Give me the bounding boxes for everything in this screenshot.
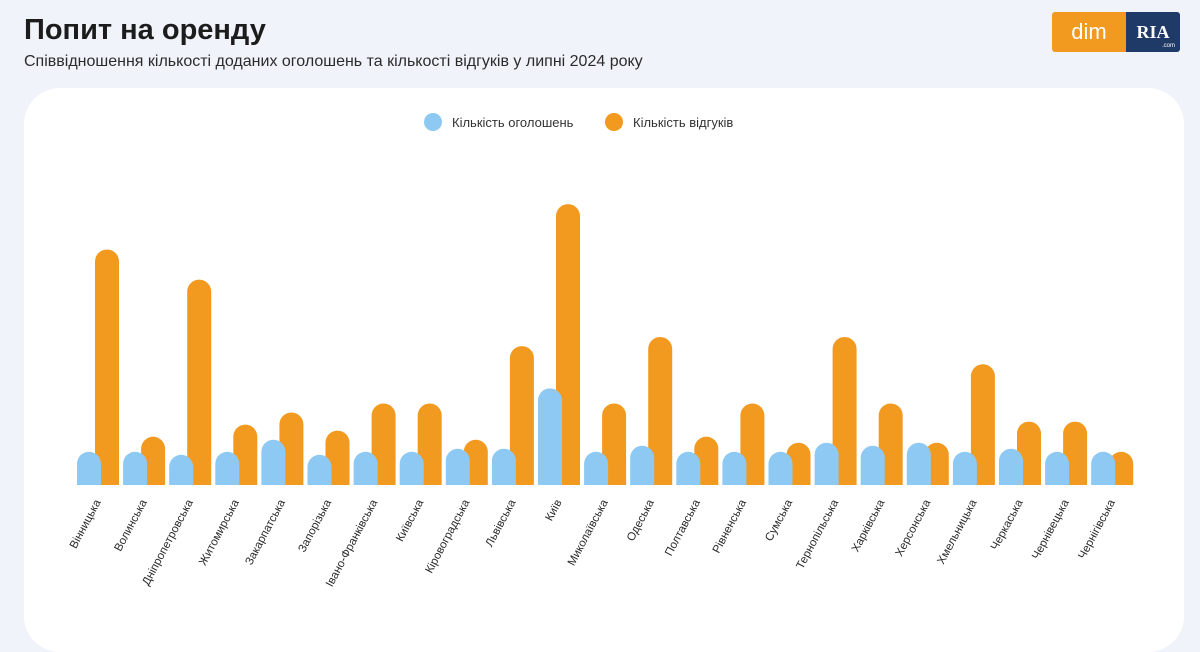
legend-label: Кількість відгуків [633, 115, 733, 130]
bar-listings [491, 448, 516, 485]
x-tick-label: Дніпропетровська [140, 497, 196, 587]
page-title: Попит на оренду [24, 14, 266, 46]
bar-listings [399, 451, 424, 485]
logo-ria: RIA .com [1126, 12, 1180, 52]
bar-responses [970, 364, 995, 485]
legend: Кількість оголошень Кількість відгуків [424, 113, 733, 131]
bar-listings [630, 445, 655, 485]
bar-listings [999, 448, 1023, 485]
bar-responses [648, 337, 673, 485]
bar-listings [1091, 451, 1116, 485]
bar-listings [169, 454, 194, 485]
bar-listings [538, 388, 562, 485]
bar-listings [676, 451, 701, 485]
x-tick-label: Миколаївська [566, 497, 611, 568]
logo-ria-text: RIA [1136, 21, 1170, 42]
legend-item: Кількість оголошень [424, 113, 574, 131]
x-tick-label: Харківська [850, 497, 888, 554]
x-tick-label: Рівненська [711, 497, 750, 555]
bars [77, 204, 1134, 485]
bar-listings [860, 445, 885, 485]
logo-dim: dim [1052, 12, 1126, 52]
x-tick-label: Волинська [113, 497, 151, 553]
x-tick-label: Хмельницька [935, 497, 979, 566]
x-tick-label: Черкаська [989, 497, 1026, 552]
bar-listings [77, 451, 101, 485]
x-tick-label: Чернівецька [1030, 497, 1072, 561]
brand-logo: dim RIA .com [1052, 12, 1180, 52]
bar-listings [768, 451, 793, 485]
x-tick-label: Вінницька [68, 497, 104, 551]
x-tick-label: Івано-Франківська [324, 497, 380, 589]
bar-listings [906, 442, 931, 485]
logo-ria-sub: .com [1161, 43, 1175, 49]
bar-listings [814, 442, 839, 485]
x-tick-label: Київ [544, 498, 565, 523]
x-tick-label: Тернопільська [795, 497, 842, 571]
x-tick-label: Київська [394, 497, 426, 544]
x-tick-label: Чернігівська [1076, 497, 1118, 561]
bar-listings [123, 451, 148, 485]
x-tick-label: Житомирська [197, 497, 242, 567]
x-tick-label: Львівська [484, 497, 519, 549]
bar-listings [215, 451, 240, 485]
legend-swatch [424, 113, 442, 131]
bar-responses [95, 249, 119, 485]
x-tick-label: Сумська [763, 497, 795, 543]
legend-item: Кількість відгуків [605, 113, 733, 131]
x-tick-label: Запорізька [296, 497, 334, 554]
x-tick-label: Кіровоградська [424, 497, 473, 575]
x-tick-label: Закарпатська [243, 497, 288, 567]
legend-label: Кількість оголошень [452, 115, 574, 130]
bar-listings [445, 448, 470, 485]
x-tick-label: Одеська [625, 497, 657, 543]
bar-listings [353, 451, 378, 485]
page-subtitle: Співвідношення кількості доданих оголоше… [24, 53, 643, 70]
bar-listings [584, 451, 609, 485]
bar-listings [722, 451, 747, 485]
legend-swatch [605, 113, 623, 131]
bar-listings [952, 451, 977, 485]
bar-responses [832, 337, 857, 485]
bar-responses [187, 279, 212, 485]
bar-listings [261, 439, 286, 485]
bar-listings [1045, 451, 1070, 485]
x-tick-label: Полтавська [663, 497, 703, 558]
bar-responses [509, 346, 534, 485]
bar-listings [307, 454, 332, 485]
x-tick-label: Херсонська [894, 497, 934, 558]
